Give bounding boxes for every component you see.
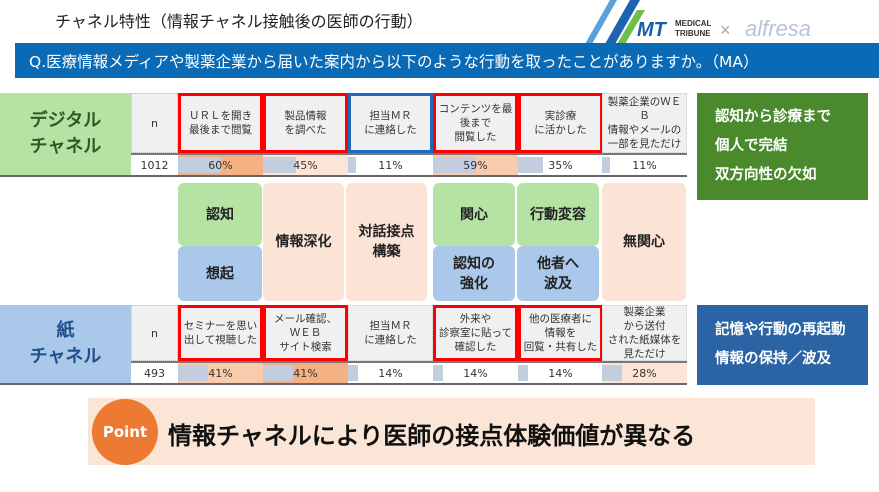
point-banner	[88, 398, 815, 465]
summary-line: 情報の保持／波及	[715, 351, 831, 367]
percent-bar	[178, 157, 222, 173]
paper-channel-label: 紙 チャネル	[0, 305, 131, 383]
behavior-header: 他の医療者に 情報を 回覧・共有した	[518, 305, 603, 361]
behavior-header: 製薬企業 から送付 された紙媒体を 見ただけ	[602, 305, 687, 361]
percent-bar	[602, 365, 623, 381]
percent-bar	[518, 157, 544, 173]
paper-items: セミナーを思い 出して視聴した 41% メール確認、 ＷＥＢ サイト検索 41% 担当Ｍ…	[178, 305, 687, 383]
stage-box: 無関心	[602, 183, 686, 301]
percent-bar	[348, 365, 359, 381]
behavior-header: コンテンツを最 後まで 閲覧した	[433, 93, 518, 153]
behavior-value-cell: 41%	[178, 361, 263, 383]
stage-box-bottom: 他者へ 波及	[517, 246, 599, 301]
divider	[0, 175, 687, 177]
percent-bar	[602, 157, 610, 173]
behavior-value-cell: 14%	[348, 361, 433, 383]
n-value: 1012	[131, 153, 178, 175]
percent-value: 14%	[548, 366, 573, 380]
behavior-value-cell: 28%	[602, 361, 687, 383]
summary-line: 認知から診療まで	[715, 109, 831, 125]
digital-summary: 認知から診療まで 個人で完結 双方向性の欠如	[697, 93, 868, 200]
stage-box: 情報深化	[263, 183, 344, 301]
stage-box-bottom: 想起	[178, 246, 262, 301]
behavior-header: メール確認、 ＷＥＢ サイト検索	[263, 305, 348, 361]
n-header: n	[131, 305, 178, 361]
page-title: チャネル特性（情報チャネル接触後の医師の行動）	[55, 12, 423, 31]
percent-value: 45%	[293, 158, 318, 172]
percent-value: 28%	[632, 366, 657, 380]
behavior-header: 実診療 に活かした	[518, 93, 603, 153]
divider	[0, 383, 687, 385]
stage-box: 対話接点 構築	[346, 183, 427, 301]
behavior-value-cell: 11%	[348, 153, 433, 175]
behavior-value-cell: 14%	[518, 361, 603, 383]
percent-value: 60%	[208, 158, 233, 172]
behavior-value-cell: 14%	[433, 361, 518, 383]
percent-bar	[433, 157, 476, 173]
digital-items: ＵＲＬを開き 最後まで閲覧 60% 製品情報 を調べた 45% 担当ＭＲ に連絡した 11…	[178, 93, 687, 175]
behavior-header: 外来や 診察室に貼って 確認した	[433, 305, 518, 361]
percent-value: 41%	[208, 366, 233, 380]
percent-value: 11%	[378, 158, 403, 172]
percent-bar	[263, 365, 293, 381]
behavior-header: 製品情報 を調べた	[263, 93, 348, 153]
svg-text:×: ×	[720, 20, 731, 40]
stage-box-bottom: 認知の 強化	[433, 246, 515, 301]
summary-line: 双方向性の欠如	[715, 167, 817, 183]
percent-value: 11%	[632, 158, 657, 172]
svg-text:MT: MT	[637, 19, 668, 41]
behavior-value-cell: 41%	[263, 361, 348, 383]
behavior-value-cell: 11%	[602, 153, 687, 175]
stage-box-top: 行動変容	[517, 183, 599, 246]
behavior-value-cell: 45%	[263, 153, 348, 175]
brand-logo: MT MEDICAL TRIBUNE × alfresa	[585, 0, 811, 44]
percent-value: 35%	[548, 158, 573, 172]
percent-bar	[433, 365, 444, 381]
question-banner: Q.医療情報メディアや製薬企業から届いた案内から以下のような行動を取ったことがあ…	[15, 43, 879, 78]
percent-value: 41%	[293, 366, 318, 380]
svg-text:alfresa: alfresa	[745, 16, 811, 41]
behavior-value-cell: 60%	[178, 153, 263, 175]
summary-line: 個人で完結	[715, 138, 788, 154]
digital-channel-label: デジタル チャネル	[0, 93, 131, 175]
percent-value: 14%	[463, 366, 488, 380]
behavior-header: セミナーを思い 出して視聴した	[178, 305, 263, 361]
behavior-header: 製薬企業のＷＥＢ 情報やメールの 一部を見ただけ	[602, 93, 687, 153]
svg-text:TRIBUNE: TRIBUNE	[675, 29, 711, 38]
percent-bar	[348, 157, 356, 173]
behavior-value-cell: 59%	[433, 153, 518, 175]
percent-value: 14%	[378, 366, 403, 380]
paper-summary: 記憶や行動の再起動 情報の保持／波及	[697, 305, 868, 385]
percent-bar	[263, 157, 296, 173]
behavior-value-cell: 35%	[518, 153, 603, 175]
percent-value: 59%	[463, 158, 488, 172]
point-badge: Point	[92, 399, 158, 465]
behavior-header: 担当ＭＲ に連絡した	[348, 305, 433, 361]
stage-box-top: 関心	[433, 183, 515, 246]
svg-text:MEDICAL: MEDICAL	[675, 19, 712, 28]
point-text: 情報チャネルにより医師の接点体験価値が異なる	[168, 422, 696, 450]
n-header: n	[131, 93, 178, 153]
behavior-header: ＵＲＬを開き 最後まで閲覧	[178, 93, 263, 153]
percent-bar	[518, 365, 529, 381]
behavior-header: 担当ＭＲ に連絡した	[348, 93, 433, 153]
percent-bar	[178, 365, 208, 381]
stage-box-top: 認知	[178, 183, 262, 246]
n-value: 493	[131, 361, 178, 383]
summary-line: 記憶や行動の再起動	[715, 322, 846, 338]
